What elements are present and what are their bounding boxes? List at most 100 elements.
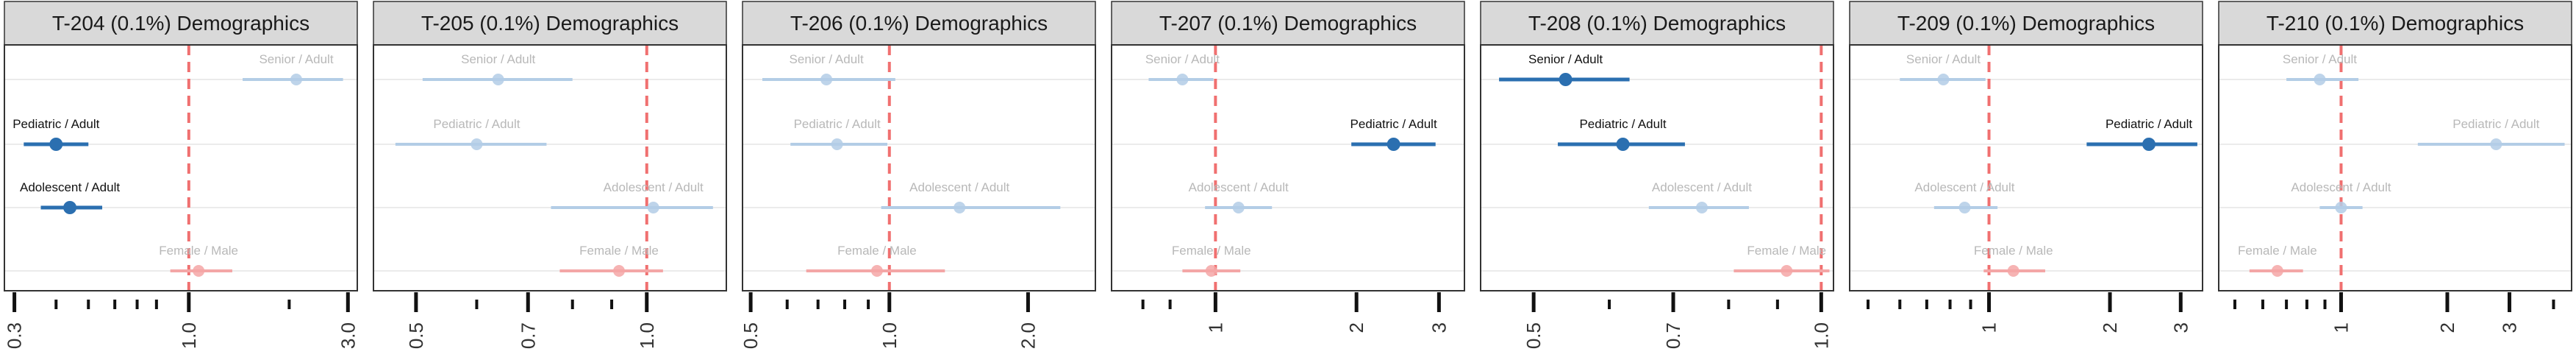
point-label: Adolescent / Adult — [909, 180, 1009, 194]
point-estimate — [1559, 73, 1573, 86]
tick-label: 1.0 — [178, 322, 200, 349]
point-estimate — [1781, 265, 1793, 277]
panel-border — [2218, 44, 2572, 291]
tick-label: 3 — [2498, 322, 2520, 333]
point-estimate — [831, 138, 843, 150]
point-label: Adolescent / Adult — [604, 180, 704, 194]
point-estimate — [290, 74, 303, 85]
point-estimate — [820, 74, 833, 85]
facet-panel-5: T-208 (0.1%) Demographics Senior / Adult P… — [1480, 1, 1834, 349]
point-label: Female / Male — [2238, 244, 2317, 258]
facet-strip — [4, 1, 358, 46]
tick-label: 3 — [1428, 322, 1450, 333]
tick-label: 1 — [1978, 322, 2000, 333]
tick-label: 0.7 — [517, 322, 539, 349]
point-label: Adolescent / Adult — [2291, 180, 2391, 194]
point-label: Senior / Adult — [461, 52, 535, 66]
point-label: Female / Male — [1747, 244, 1826, 258]
facet-panel-7: T-210 (0.1%) Demographics Senior / Adult P… — [2218, 1, 2572, 333]
tick-label: 0.5 — [405, 322, 427, 349]
tick-label: 1.0 — [636, 322, 658, 349]
point-estimate — [492, 74, 504, 85]
panel-border — [1480, 44, 1834, 291]
point-label: Pediatric / Adult — [794, 117, 881, 131]
point-label: Pediatric / Adult — [12, 117, 99, 131]
point-estimate — [954, 202, 966, 213]
facet-panel-3: T-206 (0.1%) Demographics Senior / Adult P… — [740, 1, 1096, 349]
plot-area — [1112, 45, 1464, 291]
plot-area — [743, 45, 1095, 291]
point-estimate — [2271, 265, 2283, 277]
facet-title: T-206 (0.1%) Demographics — [790, 12, 1048, 35]
tick-label: 0.7 — [1662, 322, 1684, 349]
panel-border — [742, 44, 1096, 291]
facet-title: T-205 (0.1%) Demographics — [421, 12, 679, 35]
facet-title: T-204 (0.1%) Demographics — [52, 12, 310, 35]
point-label: Adolescent / Adult — [1652, 180, 1752, 194]
facet-title: T-208 (0.1%) Demographics — [1528, 12, 1786, 35]
facet-title: T-209 (0.1%) Demographics — [1897, 12, 2155, 35]
point-label: Female / Male — [1974, 244, 2053, 258]
point-label: Adolescent / Adult — [20, 180, 120, 194]
point-estimate — [63, 201, 77, 214]
point-estimate — [2335, 202, 2347, 213]
point-estimate — [613, 265, 626, 277]
tick-label: 3.0 — [337, 322, 359, 349]
panel-border — [4, 44, 358, 291]
point-estimate — [2314, 74, 2326, 85]
tick-label: 2 — [2436, 322, 2458, 333]
facet-panel-6: T-209 (0.1%) Demographics Senior / Adult P… — [1849, 1, 2203, 333]
point-label: Senior / Adult — [1528, 52, 1603, 66]
point-label: Senior / Adult — [2283, 52, 2357, 66]
plot-area — [4, 45, 357, 291]
panel-border — [373, 44, 727, 291]
point-estimate — [193, 265, 205, 277]
facet-strip — [1480, 1, 1834, 46]
facet-panel-1: T-204 (0.1%) Demographics Senior / Adult P… — [4, 1, 359, 349]
facet-strip — [1849, 1, 2203, 46]
plot-area — [2219, 45, 2572, 291]
tick-label: 2.0 — [1017, 322, 1039, 349]
plot-area — [1850, 45, 2203, 291]
tick-label: 3 — [2169, 322, 2192, 333]
point-estimate — [1205, 265, 1217, 277]
point-label: Senior / Adult — [1145, 52, 1220, 66]
point-estimate — [1232, 202, 1245, 213]
point-label: Senior / Adult — [259, 52, 333, 66]
tick-label: 1 — [2330, 322, 2352, 333]
point-label: Pediatric / Adult — [1579, 117, 1666, 131]
point-estimate — [2490, 138, 2502, 150]
point-estimate — [870, 265, 883, 277]
tick-label: 1.0 — [1810, 322, 1832, 349]
point-label: Pediatric / Adult — [2452, 117, 2539, 131]
tick-label: 2 — [2099, 322, 2121, 333]
point-label: Female / Male — [837, 244, 917, 258]
point-estimate — [1616, 138, 1630, 151]
facet-strip — [742, 1, 1096, 46]
point-estimate — [1937, 74, 1950, 85]
point-label: Adolescent / Adult — [1189, 180, 1289, 194]
panel-border — [1849, 44, 2203, 291]
tick-label: 0.3 — [4, 322, 26, 349]
point-estimate — [1695, 202, 1708, 213]
point-estimate — [647, 202, 659, 213]
point-label: Pediatric / Adult — [433, 117, 520, 131]
point-label: Pediatric / Adult — [2105, 117, 2192, 131]
tick-label: 0.5 — [740, 322, 762, 349]
point-label: Senior / Adult — [790, 52, 864, 66]
panel-border — [1111, 44, 1465, 291]
tick-label: 1 — [1204, 322, 1226, 333]
facet-title: T-210 (0.1%) Demographics — [2266, 12, 2524, 35]
point-label: Adolescent / Adult — [1914, 180, 2014, 194]
point-estimate — [2007, 265, 2019, 277]
point-label: Senior / Adult — [1906, 52, 1981, 66]
plot-area — [1481, 45, 1833, 291]
tick-label: 2 — [1345, 322, 1367, 333]
facet-strip — [373, 1, 727, 46]
point-estimate — [471, 138, 483, 150]
tick-label: 0.5 — [1523, 322, 1545, 349]
point-estimate — [2142, 138, 2156, 151]
point-label: Female / Male — [579, 244, 659, 258]
point-estimate — [1387, 138, 1400, 151]
